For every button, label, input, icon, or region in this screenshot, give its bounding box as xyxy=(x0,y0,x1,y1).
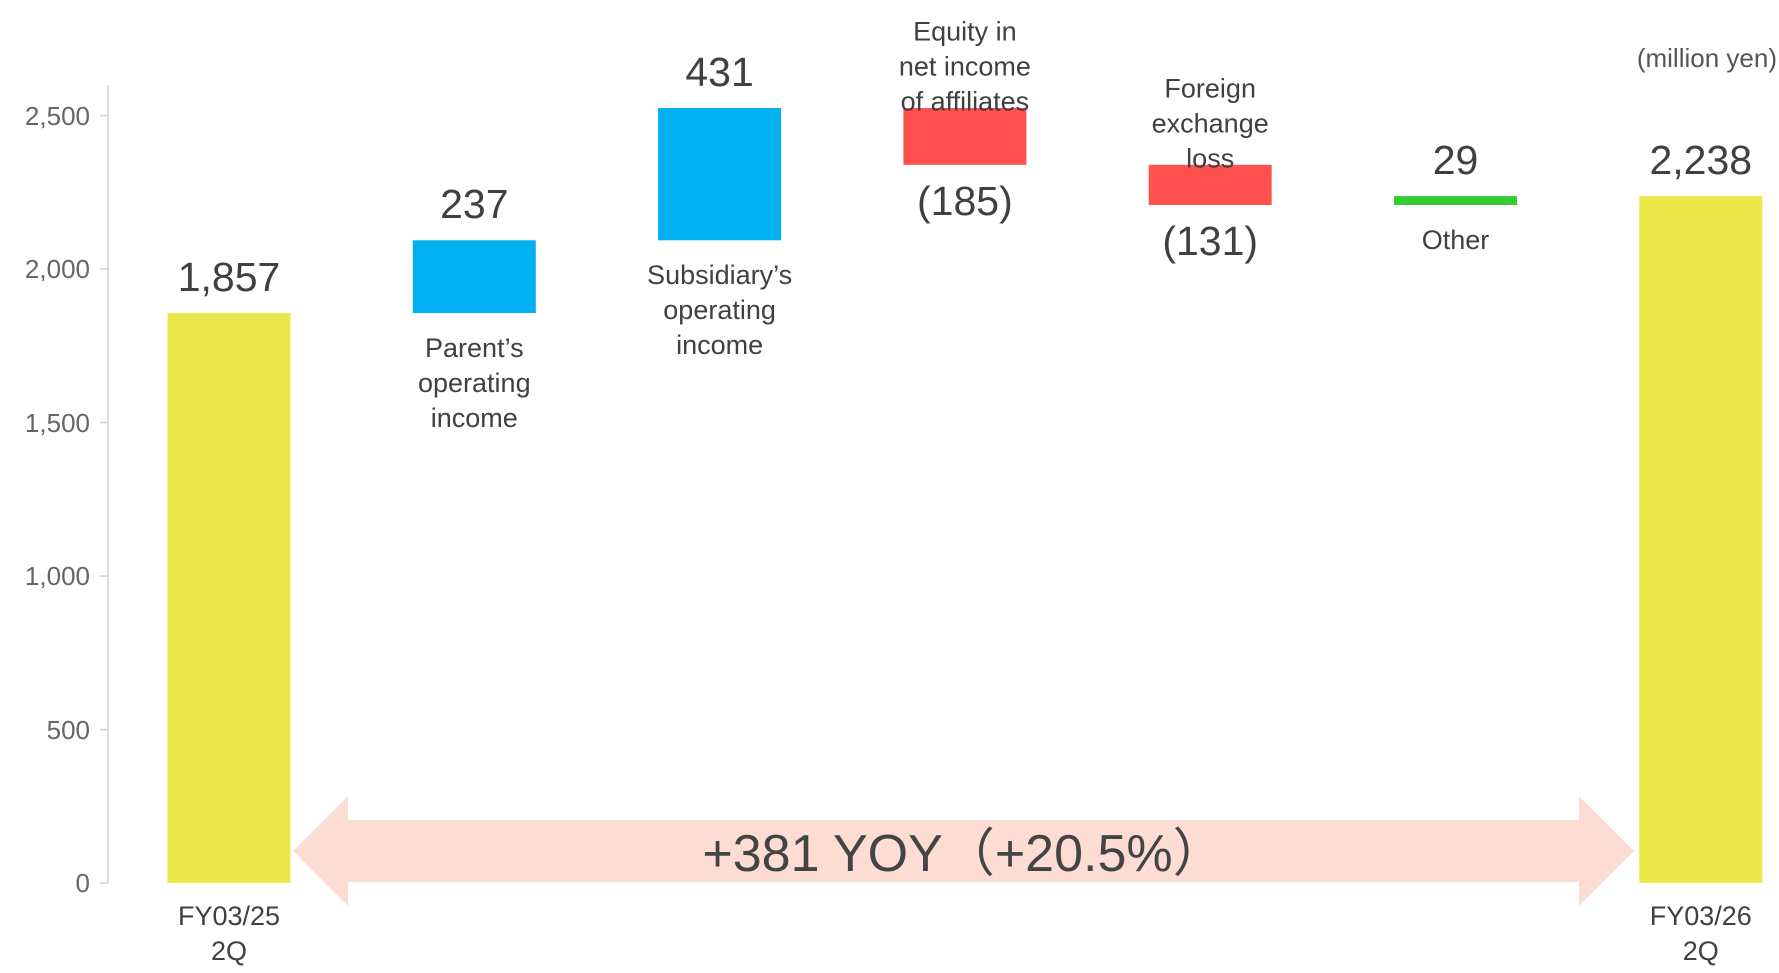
y-tick-label: 500 xyxy=(46,714,90,745)
category-label: Equity in net income of affiliates xyxy=(898,16,1031,117)
yoy-annotation: +381 YOY（+20.5%） xyxy=(702,825,1225,883)
x-tick-label: FY03/25 2Q xyxy=(177,901,281,967)
bar xyxy=(903,108,1027,165)
category-label: Foreign exchange loss xyxy=(1151,73,1269,174)
yoy-arrow xyxy=(293,796,1634,906)
y-tick-label: 0 xyxy=(75,868,90,898)
y-tick-label: 2,500 xyxy=(24,100,90,131)
bar xyxy=(1394,196,1517,206)
value-label: (185) xyxy=(917,177,1013,224)
bar xyxy=(167,313,291,884)
value-label: 2,238 xyxy=(1649,137,1753,184)
unit-label: (million yen) xyxy=(1636,43,1777,73)
value-label: 237 xyxy=(440,181,509,228)
bar xyxy=(1148,164,1272,206)
value-label: 1,857 xyxy=(177,254,281,301)
y-tick-label: 2,000 xyxy=(24,254,90,285)
bar xyxy=(658,108,782,241)
category-label: Subsidiary’s operating income xyxy=(647,260,793,361)
value-label: (131) xyxy=(1162,218,1259,264)
category-label: Other xyxy=(1421,225,1490,255)
y-tick-label: 1,000 xyxy=(24,561,90,592)
value-label: 431 xyxy=(685,49,754,96)
bar xyxy=(412,240,536,314)
bar xyxy=(1639,196,1763,884)
y-tick-label: 1,500 xyxy=(24,407,90,438)
x-tick-label: FY03/26 2Q xyxy=(1649,901,1752,967)
category-label: Parent’s operating income xyxy=(418,333,531,434)
value-label: 29 xyxy=(1432,137,1479,184)
